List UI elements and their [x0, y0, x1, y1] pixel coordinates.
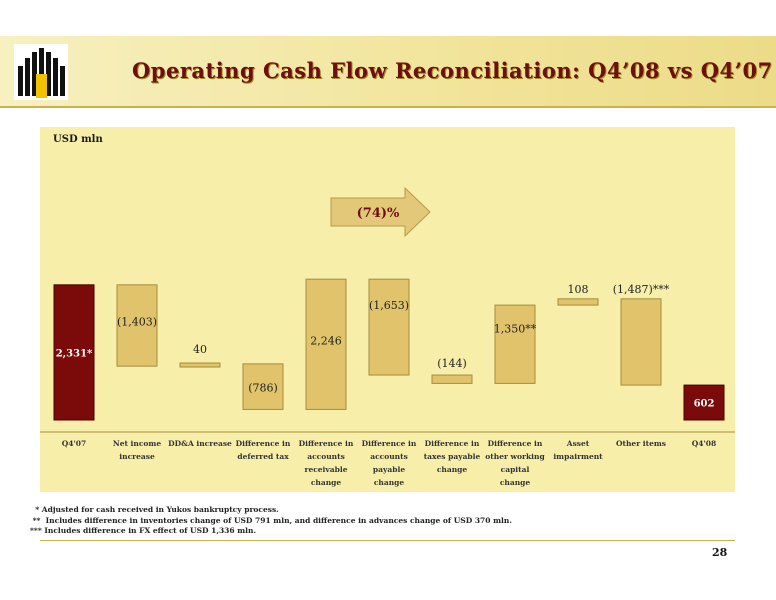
- bar-value-label-1: (1,403): [117, 315, 157, 328]
- bar-0: [53, 284, 95, 421]
- page-number: 28: [712, 546, 728, 559]
- category-label-5-2: payable: [373, 465, 405, 474]
- category-label-5-1: accounts: [370, 452, 408, 461]
- category-label-4-0: Difference in: [299, 439, 354, 448]
- category-label-6-2: change: [437, 465, 468, 474]
- bar-7: [494, 304, 536, 384]
- bar-value-label-6: (144): [437, 357, 467, 370]
- bar-5: [368, 278, 410, 376]
- bar-value-label-7: 1,350**: [494, 322, 537, 335]
- category-label-5-3: change: [374, 478, 405, 487]
- category-label-7-0: Difference in: [488, 439, 543, 448]
- category-label-4-1: accounts: [307, 452, 345, 461]
- y-axis-unit-label: USD mln: [53, 134, 103, 145]
- footnote-1: * Adjusted for cash received in Yukos ba…: [30, 505, 279, 514]
- category-label-3-1: deferred tax: [237, 452, 289, 461]
- bottom-rule: [40, 540, 735, 541]
- category-label-9-0: Other items: [616, 439, 666, 448]
- footnote-2: ** Includes difference in inventories ch…: [30, 515, 512, 525]
- bar-value-label-9: (1,487)***: [613, 283, 670, 296]
- page-title: Operating Cash Flow Reconciliation: Q4’0…: [132, 58, 773, 83]
- bar-value-label-2: 40: [193, 343, 207, 356]
- category-label-2-0: DD&A increase: [168, 439, 232, 448]
- bar-9: [620, 298, 662, 386]
- bar-value-label-4: 2,246: [310, 334, 342, 347]
- category-label-3-0: Difference in: [236, 439, 291, 448]
- bar-value-label-0: 2,331*: [56, 348, 93, 359]
- category-label-1-0: Net income: [113, 439, 162, 448]
- change-arrow: (74)%: [330, 186, 431, 238]
- bar-value-label-8: 108: [568, 283, 589, 296]
- category-label-7-3: change: [500, 478, 531, 487]
- category-label-7-2: capital: [501, 465, 530, 474]
- header-band: [0, 36, 776, 108]
- category-label-7-1: other working: [485, 452, 545, 461]
- footnotes: * Adjusted for cash received in Yukos ba…: [30, 505, 512, 537]
- category-label-8-0: Asset: [566, 439, 590, 448]
- category-label-5-0: Difference in: [362, 439, 417, 448]
- company-logo: [14, 44, 68, 100]
- bar-10: [683, 384, 725, 421]
- bar-value-label-3: (786): [248, 381, 278, 394]
- category-label-4-3: change: [311, 478, 342, 487]
- bar-value-label-10: 602: [694, 399, 715, 410]
- bar-value-label-5: (1,653): [369, 299, 409, 312]
- category-label-10-0: Q4'08: [692, 439, 717, 448]
- category-label-0-0: Q4'07: [62, 439, 87, 448]
- category-label-8-1: impairment: [553, 452, 603, 461]
- category-label-1-1: increase: [119, 452, 155, 461]
- bar-1: [116, 284, 158, 367]
- bar-6: [431, 374, 473, 384]
- change-arrow-label: (74)%: [357, 206, 400, 221]
- bar-3: [242, 363, 284, 410]
- bar-2: [179, 362, 221, 368]
- bar-4: [305, 278, 347, 410]
- category-label-6-1: taxes payable: [424, 452, 481, 461]
- footnote-3: *** Includes difference in FX effect of …: [30, 526, 257, 535]
- category-label-4-2: receivable: [305, 465, 348, 474]
- bar-8: [557, 298, 599, 306]
- category-label-6-0: Difference in: [425, 439, 480, 448]
